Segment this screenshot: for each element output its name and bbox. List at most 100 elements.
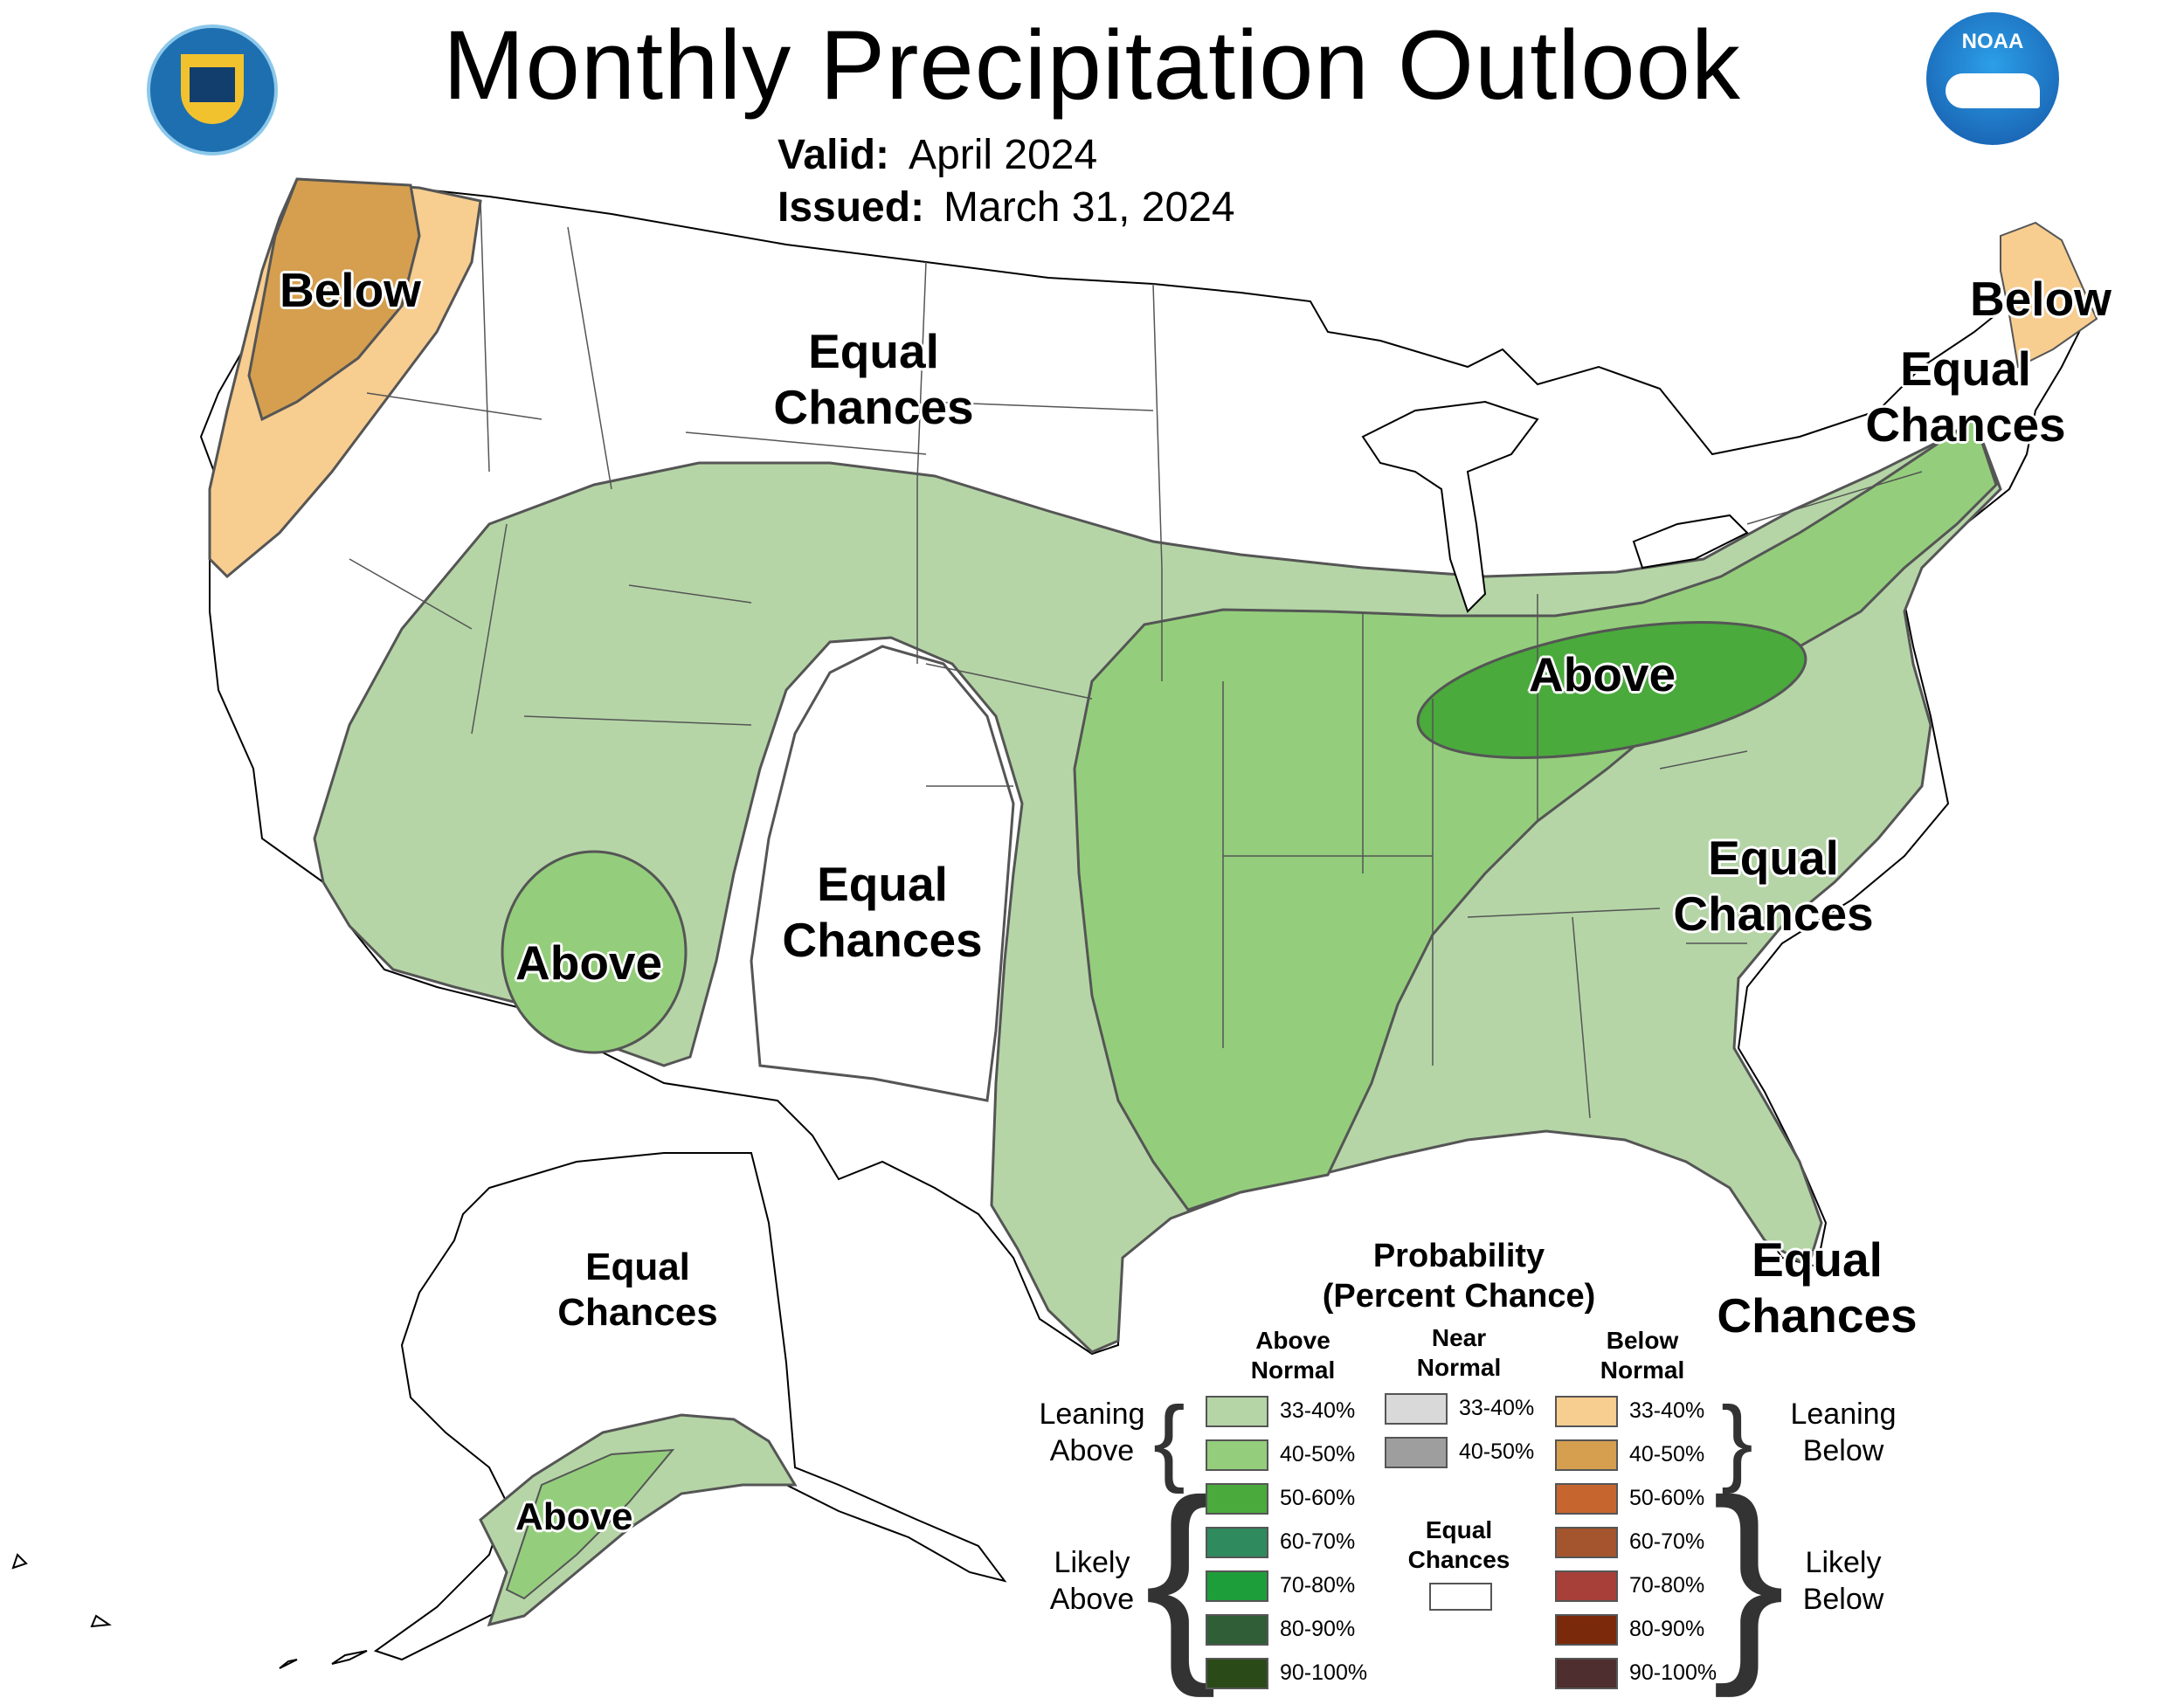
label-carolinas-line2: Chances bbox=[1673, 887, 1874, 941]
legend-near-label: 40-50% bbox=[1459, 1439, 1535, 1464]
seal-ship-icon bbox=[190, 67, 235, 102]
legend-leaning-above: Leaning Above bbox=[1013, 1396, 1171, 1469]
great-lakes bbox=[1361, 400, 1539, 613]
label-carolinas: Equal Chances bbox=[1660, 830, 1887, 942]
alaska-above-region bbox=[479, 1413, 798, 1627]
legend-title-line2: (Percent Chance) bbox=[1322, 1278, 1596, 1315]
legend-equal-chances-swatch bbox=[1429, 1583, 1492, 1611]
legend-col-above-line2: Normal bbox=[1250, 1356, 1336, 1384]
brace-leaning-below: } bbox=[1721, 1387, 1753, 1494]
legend-leaning-below: Leaning Below bbox=[1765, 1396, 1922, 1469]
label-florida: Equal Chances bbox=[1704, 1232, 1931, 1343]
valid-label: Valid: bbox=[778, 132, 890, 178]
legend-above-label: 80-90% bbox=[1280, 1617, 1356, 1641]
legend-likely-below: Likely Below bbox=[1765, 1544, 1922, 1618]
legend-below-swatch bbox=[1555, 1658, 1618, 1689]
legend-above-label: 60-70% bbox=[1280, 1529, 1356, 1554]
legend-near-swatch bbox=[1385, 1393, 1448, 1425]
legend-likely-above-line1: Likely bbox=[1054, 1546, 1130, 1579]
legend-equal-chances-line2: Chances bbox=[1407, 1546, 1510, 1573]
legend-above-swatch bbox=[1206, 1614, 1268, 1646]
label-alaska-interior: Equal Chances bbox=[542, 1245, 734, 1336]
legend-below-label: 90-100% bbox=[1629, 1660, 1717, 1685]
legend-col-below-line2: Normal bbox=[1600, 1356, 1685, 1384]
maine-below-region bbox=[2000, 221, 2098, 369]
legend-leaning-below-line2: Below bbox=[1802, 1434, 1884, 1467]
label-maine-below: Below bbox=[1970, 272, 2111, 326]
legend-likely-above-line2: Above bbox=[1049, 1583, 1135, 1616]
label-pnw-below: Below bbox=[280, 263, 421, 317]
legend-leaning-above-line2: Above bbox=[1049, 1434, 1135, 1467]
legend-above-swatch bbox=[1206, 1527, 1268, 1558]
legend-col-above: Above Normal bbox=[1206, 1326, 1380, 1385]
legend-above-label: 50-60% bbox=[1280, 1486, 1356, 1510]
legend-likely-above: Likely Above bbox=[1013, 1544, 1171, 1618]
southwest-above-region bbox=[501, 850, 688, 1054]
page-title: Monthly Precipitation Outlook bbox=[443, 10, 1741, 120]
legend-below-label: 70-80% bbox=[1629, 1573, 1705, 1598]
legend-below-label: 33-40% bbox=[1629, 1398, 1705, 1423]
label-south-plains-line2: Chances bbox=[782, 913, 983, 967]
legend-above-swatch bbox=[1206, 1439, 1268, 1471]
legend-below-swatch bbox=[1555, 1570, 1618, 1602]
label-northeast: Equal Chances bbox=[1852, 341, 2079, 452]
valid-value: April 2024 bbox=[909, 132, 1098, 178]
label-alaska-line1: Equal bbox=[585, 1246, 690, 1288]
label-south-plains: Equal Chances bbox=[769, 856, 996, 968]
legend-near-swatch bbox=[1385, 1437, 1448, 1468]
label-carolinas-line1: Equal bbox=[1708, 831, 1839, 885]
legend-col-near: Near Normal bbox=[1380, 1323, 1538, 1383]
label-florida-line1: Equal bbox=[1752, 1232, 1883, 1287]
brace-likely-below: } bbox=[1712, 1454, 1786, 1698]
legend-above-swatch bbox=[1206, 1483, 1268, 1515]
label-north-plains: Equal Chances bbox=[760, 323, 987, 435]
legend-col-above-line1: Above bbox=[1255, 1327, 1330, 1354]
legend-above-swatch bbox=[1206, 1396, 1268, 1427]
legend-above-swatch bbox=[1206, 1570, 1268, 1602]
label-northeast-line1: Equal bbox=[1900, 342, 2031, 396]
legend-col-below-line1: Below bbox=[1606, 1327, 1679, 1354]
noaa-logo: NOAA bbox=[1926, 12, 2059, 145]
legend-col-near-line2: Normal bbox=[1416, 1354, 1502, 1381]
label-florida-line2: Chances bbox=[1717, 1288, 1918, 1343]
label-north-plains-line2: Chances bbox=[773, 380, 974, 434]
legend-equal-chances: Equal Chances bbox=[1380, 1515, 1538, 1575]
legend-below-label: 50-60% bbox=[1629, 1486, 1705, 1510]
legend-title-line1: Probability bbox=[1372, 1238, 1545, 1274]
alaska-islands bbox=[11, 1553, 368, 1669]
label-south-plains-line1: Equal bbox=[817, 857, 948, 911]
legend-title: Probability (Percent Chance) bbox=[1284, 1236, 1634, 1316]
legend-below-swatch bbox=[1555, 1483, 1618, 1515]
issued-label: Issued: bbox=[778, 184, 925, 231]
legend-below-swatch bbox=[1555, 1614, 1618, 1646]
legend-below-swatch bbox=[1555, 1396, 1618, 1427]
legend-below-label: 60-70% bbox=[1629, 1529, 1705, 1554]
label-northeast-line2: Chances bbox=[1865, 397, 2066, 452]
label-alaska-above: Above bbox=[515, 1495, 633, 1538]
plains-equal-chances-notch bbox=[750, 645, 1015, 1102]
noaa-bird-icon bbox=[1946, 73, 2040, 108]
alaska-above-inner bbox=[505, 1448, 675, 1600]
label-ohio-above: Above bbox=[1529, 647, 1676, 701]
legend-above-swatch bbox=[1206, 1658, 1268, 1689]
brace-leaning-above: { bbox=[1153, 1387, 1185, 1494]
legend-col-near-line1: Near bbox=[1431, 1324, 1487, 1351]
legend-equal-chances-line1: Equal bbox=[1425, 1516, 1493, 1543]
legend-below-swatch bbox=[1555, 1527, 1618, 1558]
legend-below-label: 40-50% bbox=[1629, 1442, 1705, 1467]
brace-likely-above: { bbox=[1144, 1454, 1218, 1698]
label-north-plains-line1: Equal bbox=[808, 324, 939, 378]
lake-erie bbox=[1632, 514, 1749, 569]
alaska-outline bbox=[373, 1152, 1007, 1661]
pnw-below-40-50-region bbox=[247, 177, 421, 422]
legend-likely-below-line1: Likely bbox=[1805, 1546, 1882, 1579]
legend-leaning-below-line1: Leaning bbox=[1790, 1398, 1897, 1431]
legend-leaning-above-line1: Leaning bbox=[1039, 1398, 1145, 1431]
state-lines bbox=[349, 200, 1923, 1119]
label-southwest-above: Above bbox=[515, 935, 663, 990]
label-alaska-line2: Chances bbox=[557, 1291, 718, 1334]
issued-value: March 31, 2024 bbox=[943, 184, 1235, 231]
legend-above-label: 33-40% bbox=[1280, 1398, 1356, 1423]
above-50-60-region bbox=[1416, 620, 1807, 760]
